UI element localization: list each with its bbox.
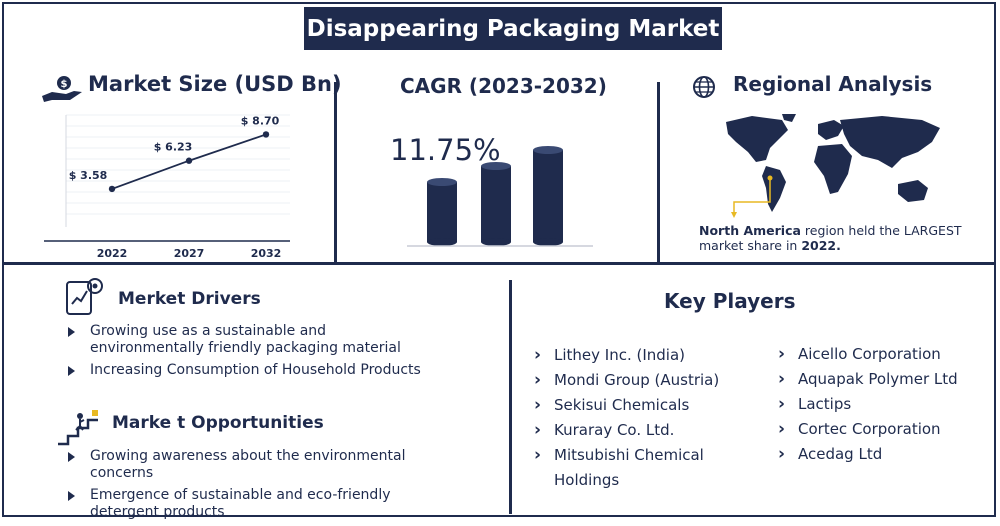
data-point bbox=[185, 157, 193, 164]
list-item: › Kuraray Co. Ltd. bbox=[534, 418, 734, 443]
divider-bottom bbox=[509, 280, 512, 514]
opportunities-list: Growing awareness about the environmenta… bbox=[68, 448, 428, 526]
cylinder-bars-graphic bbox=[407, 146, 593, 247]
chevron-right-icon: › bbox=[778, 344, 786, 364]
list-item: Growing awareness about the environmenta… bbox=[68, 448, 428, 482]
globe-icon bbox=[693, 76, 715, 98]
list-item: Increasing Consumption of Household Prod… bbox=[68, 362, 428, 379]
data-label: $ 8.70 bbox=[241, 114, 280, 127]
chevron-right-icon: › bbox=[534, 370, 542, 390]
bullet-triangle-icon bbox=[68, 327, 75, 337]
market-size-line-chart: $ 3.58 2022 $ 6.23 2027 $ 8.70 2032 bbox=[44, 114, 290, 260]
regional-heading: Regional Analysis bbox=[733, 72, 933, 96]
list-item: › Lactips bbox=[778, 392, 978, 417]
bullet-triangle-icon bbox=[68, 366, 75, 376]
data-label: $ 3.58 bbox=[69, 169, 108, 182]
world-map-graphic bbox=[726, 114, 940, 218]
data-label: $ 6.23 bbox=[154, 141, 193, 154]
data-point bbox=[262, 131, 270, 138]
list-item: › Acedag Ltd bbox=[778, 442, 978, 467]
climbing-stairs-icon bbox=[58, 410, 98, 446]
market-size-heading: Market Size (USD Bn) bbox=[88, 72, 342, 96]
infographic-frame bbox=[2, 2, 996, 517]
cagr-heading: CAGR (2023-2032) bbox=[400, 74, 607, 98]
list-item: › Aquapak Polymer Ltd bbox=[778, 367, 978, 392]
chevron-right-icon: › bbox=[534, 420, 542, 440]
money-hand-icon: $ bbox=[42, 76, 82, 102]
list-item: › Aicello Corporation bbox=[778, 342, 978, 367]
regional-note: North America region held the LARGEST ma… bbox=[699, 223, 962, 253]
drivers-list: Growing use as a sustainable and environ… bbox=[68, 323, 428, 384]
x-tick-label: 2032 bbox=[251, 247, 282, 260]
list-item: Emergence of sustainable and eco-friendl… bbox=[68, 487, 428, 521]
opportunities-heading: Marke t Opportunities bbox=[112, 413, 324, 433]
divider-top-right bbox=[657, 82, 660, 262]
chevron-right-icon: › bbox=[778, 394, 786, 414]
divider-top-left bbox=[334, 82, 337, 262]
analytics-tablet-icon bbox=[66, 278, 103, 315]
list-item: › Cortec Corporation bbox=[778, 417, 978, 442]
data-point bbox=[108, 185, 116, 193]
chevron-right-icon: › bbox=[534, 395, 542, 415]
list-item: › Sekisui Chemicals bbox=[534, 393, 734, 418]
drivers-heading: Merket Drivers bbox=[118, 289, 261, 309]
chevron-right-icon: › bbox=[534, 345, 542, 365]
chevron-right-icon: › bbox=[778, 419, 786, 439]
key-players-list-right: › Aicello Corporation › Aquapak Polymer Lt… bbox=[778, 342, 978, 467]
list-item: › Mondi Group (Austria) bbox=[534, 368, 734, 393]
x-tick-label: 2027 bbox=[174, 247, 205, 260]
cagr-value: 11.75% bbox=[390, 133, 501, 167]
chevron-right-icon: › bbox=[778, 369, 786, 389]
svg-text:$: $ bbox=[61, 79, 68, 90]
x-tick-label: 2022 bbox=[97, 247, 128, 260]
page-title: Disappearing Packaging Market bbox=[304, 7, 722, 50]
key-players-list-left: › Lithey Inc. (India) › Mondi Group (Austr… bbox=[534, 343, 734, 493]
bullet-triangle-icon bbox=[68, 491, 75, 501]
key-players-heading: Key Players bbox=[664, 289, 796, 313]
chevron-right-icon: › bbox=[778, 444, 786, 464]
section-divider-horizontal bbox=[4, 262, 996, 265]
list-item: Growing use as a sustainable and environ… bbox=[68, 323, 428, 357]
list-item: › Mitsubishi Chemical Holdings bbox=[534, 445, 704, 489]
bullet-triangle-icon bbox=[68, 452, 75, 462]
list-item: › Lithey Inc. (India) bbox=[534, 343, 734, 368]
chevron-right-icon: › bbox=[534, 445, 542, 465]
